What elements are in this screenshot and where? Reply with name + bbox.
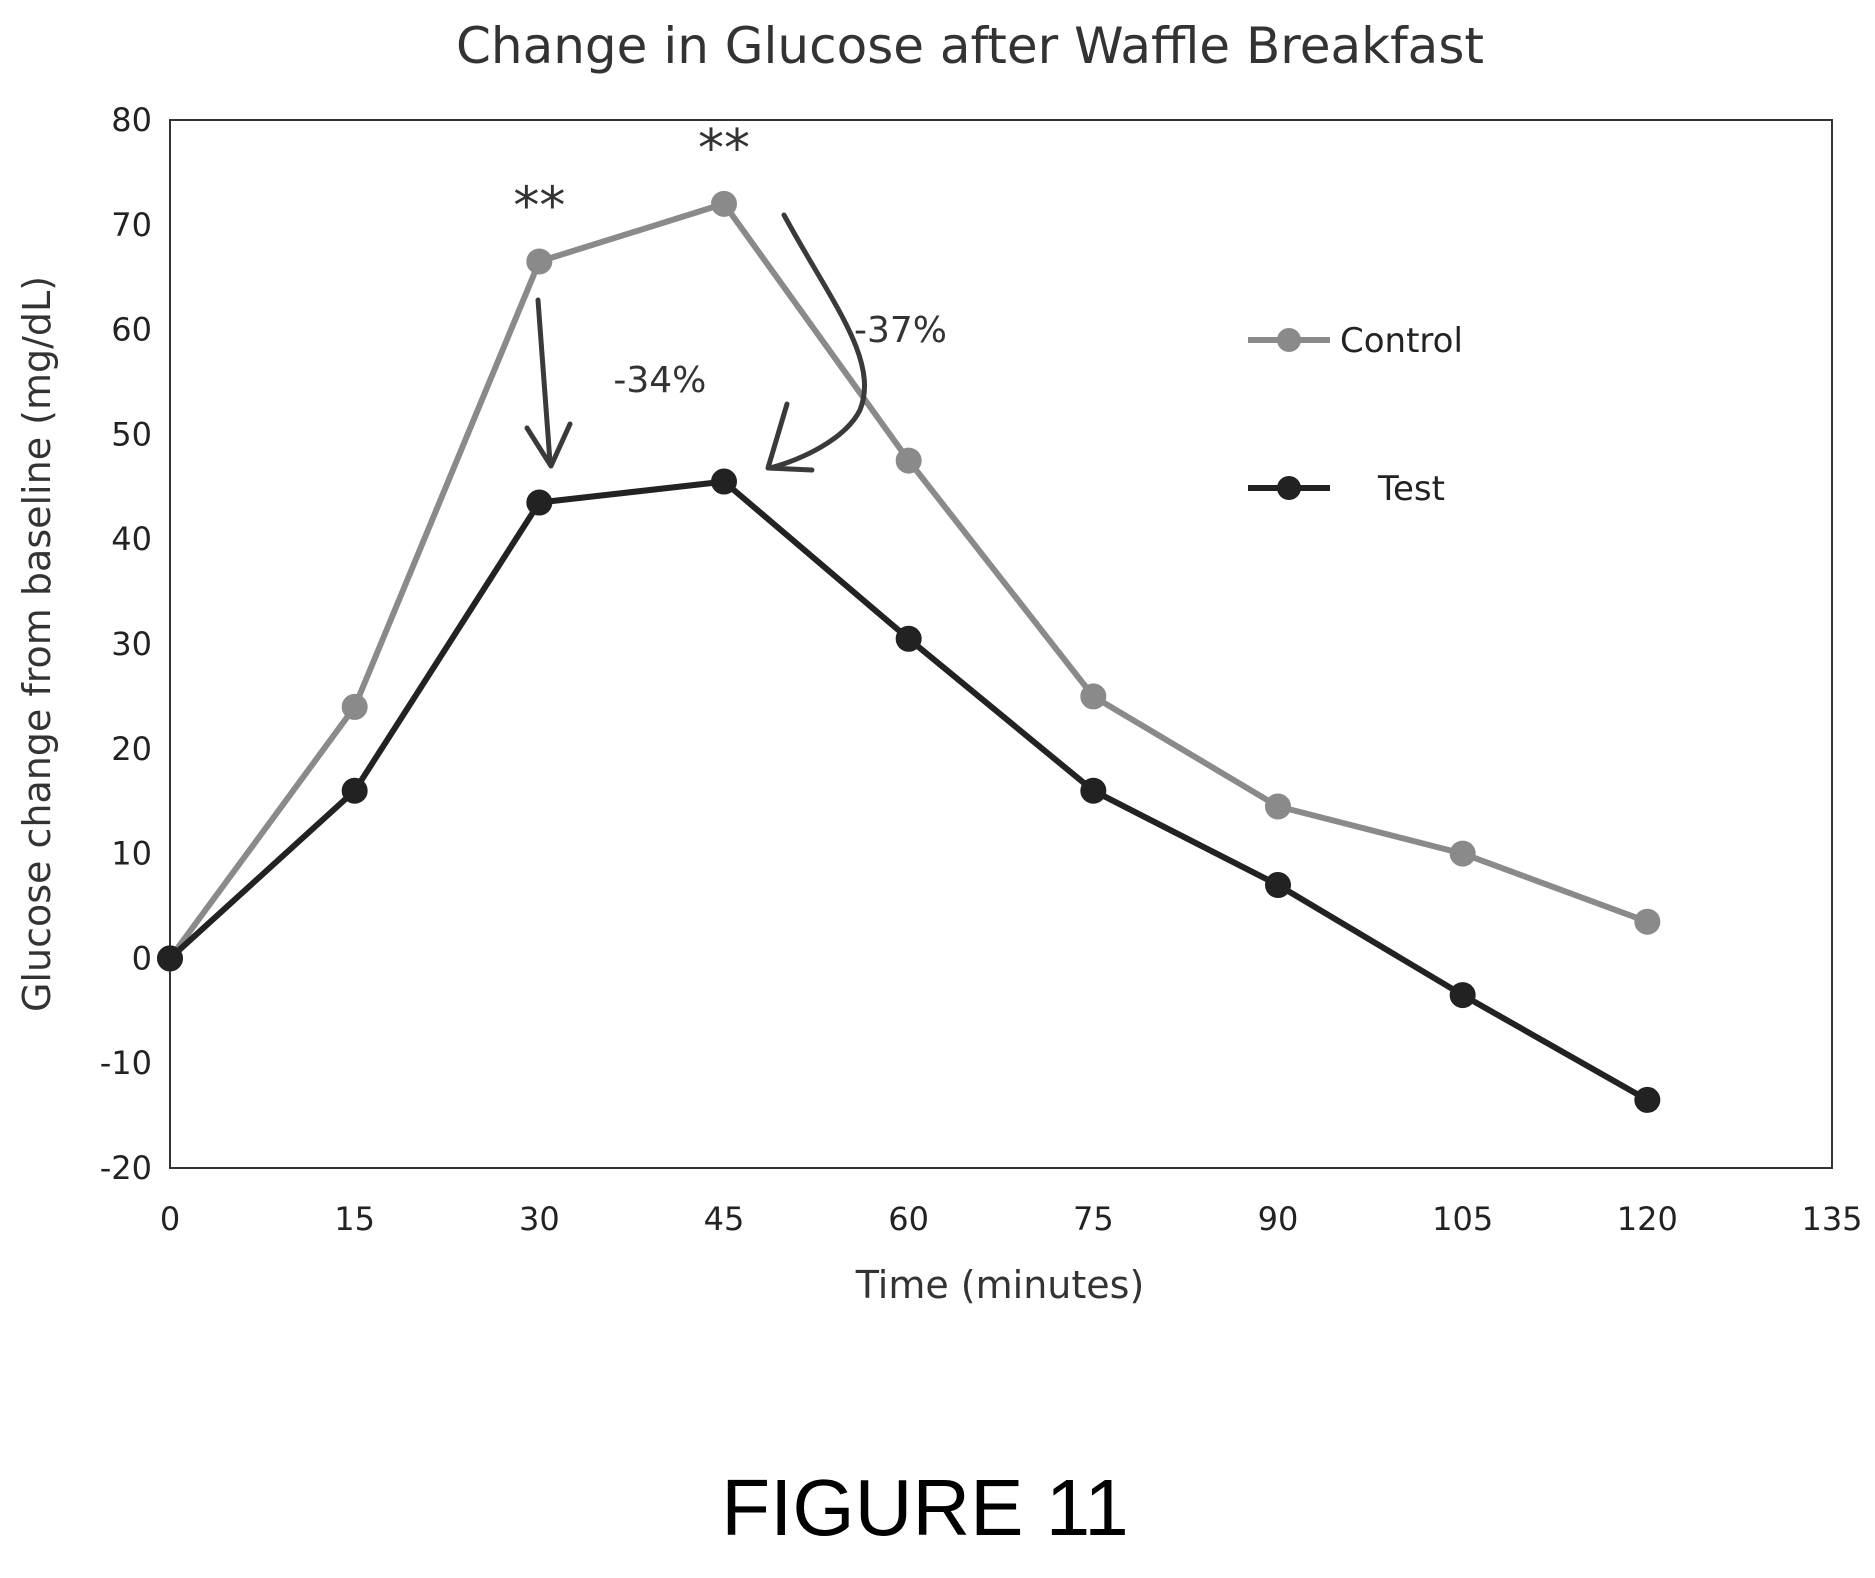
figure-caption: FIGURE 11: [721, 1463, 1129, 1552]
x-axis-label: Time (minutes): [855, 1263, 1145, 1307]
x-tick-label: 120: [1617, 1200, 1678, 1238]
y-tick-label: 70: [111, 206, 152, 244]
data-point-control: [1080, 683, 1107, 710]
y-tick-label: 20: [111, 730, 152, 768]
y-tick-label: -20: [100, 1149, 152, 1187]
x-tick-label: 60: [888, 1200, 929, 1238]
percent-change-label: -37%: [854, 310, 947, 351]
legend-label-control: Control: [1340, 321, 1463, 361]
x-tick-label: 135: [1801, 1200, 1862, 1238]
y-tick-label: 80: [111, 101, 152, 139]
legend-label-test: Test: [1377, 469, 1445, 509]
significance-marker: **: [698, 119, 750, 179]
data-point-control: [711, 190, 737, 217]
data-point-test: [1080, 777, 1107, 804]
x-tick-label: 0: [160, 1200, 180, 1238]
series-layer: [157, 190, 1661, 1113]
data-point-test: [711, 468, 737, 495]
y-tick-label: 40: [111, 520, 152, 558]
x-tick-label: 45: [704, 1200, 745, 1238]
data-point-test: [1634, 1086, 1661, 1113]
legend-marker-test: [1277, 476, 1301, 500]
y-tick-label: 50: [111, 415, 152, 453]
x-tick-label: 90: [1258, 1200, 1299, 1238]
data-point-test: [157, 945, 183, 972]
legend: Control Test: [1248, 321, 1463, 509]
data-point-control: [895, 447, 922, 474]
data-point-test: [341, 777, 368, 804]
arrow-37-icon: [765, 212, 867, 473]
data-point-test: [526, 489, 553, 516]
data-point-control: [1634, 908, 1661, 935]
y-axis-ticks: -20 -10 0 10 20 30 40 50 60 70 80: [100, 101, 152, 1187]
data-point-test: [895, 625, 922, 652]
data-point-control: [526, 248, 553, 275]
y-tick-label: 30: [111, 625, 152, 663]
data-point-test: [1449, 982, 1476, 1009]
data-point-control: [1265, 793, 1291, 820]
x-tick-label: 75: [1073, 1200, 1114, 1238]
data-point-test: [1265, 872, 1291, 899]
data-point-control: [1449, 840, 1476, 867]
y-tick-label: -10: [100, 1044, 152, 1082]
y-tick-label: 60: [111, 311, 152, 349]
legend-marker-control: [1277, 328, 1301, 352]
percent-change-label: -34%: [613, 360, 706, 401]
chart-title: Change in Glucose after Waffle Breakfast: [456, 17, 1484, 75]
y-axis-label: Glucose change from baseline (mg/dL): [15, 276, 59, 1012]
y-tick-label: 10: [111, 835, 152, 873]
annotations: ** ** -34% -37%: [513, 119, 947, 401]
x-axis-ticks: 0 15 30 45 60 75 90 105 120 135: [160, 1200, 1863, 1238]
significance-marker: **: [513, 176, 565, 236]
x-tick-label: 30: [519, 1200, 560, 1238]
x-tick-label: 15: [334, 1200, 375, 1238]
arrow-34-icon: [524, 297, 573, 469]
y-tick-label: 0: [132, 939, 152, 977]
data-point-control: [341, 693, 368, 720]
x-tick-label: 105: [1432, 1200, 1493, 1238]
plot-area: [169, 119, 1833, 1169]
